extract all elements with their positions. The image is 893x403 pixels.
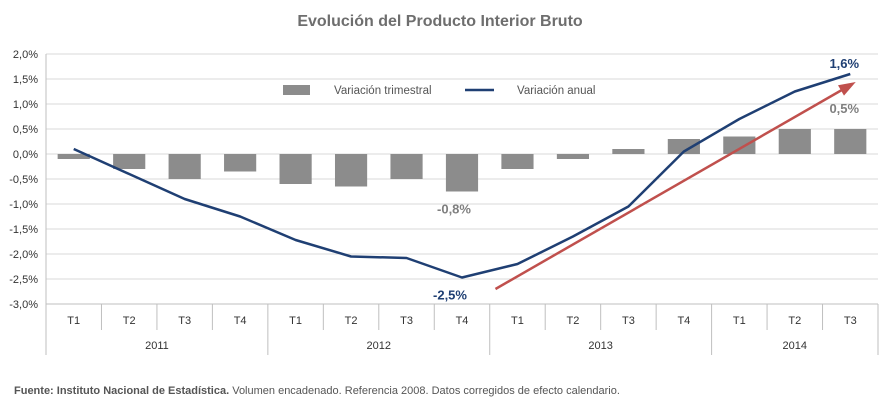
quarter-label: T4	[234, 315, 247, 327]
year-label: 2011	[145, 340, 169, 352]
quarter-label: T2	[788, 315, 801, 327]
x-axis: T1 T2 T3 T4 T1 T2 T3 T4 T1 T2 T3 T4 T1 T2 T3 2011 2012 20…	[45, 54, 879, 355]
quarter-label: T2	[567, 315, 580, 327]
y-tick-label: 0,5%	[13, 124, 38, 136]
bar	[57, 154, 90, 159]
quarter-label: T4	[677, 315, 690, 327]
quarter-label: T1	[67, 315, 80, 327]
annual-line	[73, 72, 851, 279]
legend: Variación trimestral Variación anual	[283, 85, 595, 97]
bar	[168, 154, 201, 179]
bar	[279, 154, 312, 184]
bar	[445, 154, 479, 192]
quarter-label: T2	[123, 315, 136, 327]
annotations: 1,6% 0,5% -0,8% -2,5%	[433, 56, 860, 303]
quarter-label: T1	[511, 315, 524, 327]
trend-arrow-head	[838, 82, 856, 96]
gdp-chart: Evolución del Producto Interior Bruto 2,…	[9, 13, 879, 355]
quarter-label: T3	[844, 315, 857, 327]
quarter-label: T3	[622, 315, 635, 327]
bar	[834, 129, 867, 154]
quarter-label: T1	[733, 315, 746, 327]
y-tick-label: 0,0%	[13, 149, 38, 161]
bar	[778, 129, 811, 154]
bar	[224, 154, 257, 172]
trend-arrow	[494, 82, 856, 291]
bar	[390, 154, 423, 179]
bar	[612, 149, 645, 154]
bars	[57, 129, 867, 192]
y-tick-label: -1,5%	[9, 224, 38, 236]
quarter-label: T3	[178, 315, 191, 327]
source-text: Volumen encadenado. Referencia 2008. Dat…	[229, 385, 620, 397]
annotation-label: 0,5%	[829, 101, 859, 116]
year-label: 2013	[588, 340, 612, 352]
y-tick-label: 1,5%	[13, 74, 38, 86]
year-label: 2012	[367, 340, 391, 352]
y-tick-label: -2,0%	[9, 249, 38, 261]
quarter-label: T2	[345, 315, 358, 327]
y-tick-label: -2,5%	[9, 274, 38, 286]
bar	[556, 154, 590, 159]
bar	[723, 136, 756, 154]
year-label: 2014	[783, 340, 807, 352]
chart-title: Evolución del Producto Interior Bruto	[297, 13, 583, 30]
legend-bar-label: Variación trimestral	[334, 85, 432, 97]
quarter-label: T1	[289, 315, 302, 327]
annotation-label: 1,6%	[829, 56, 859, 71]
bar	[113, 154, 146, 169]
source-label: Fuente: Instituto Nacional de Estadístic…	[14, 385, 230, 397]
bar	[501, 154, 534, 169]
y-tick-label: -3,0%	[9, 299, 38, 311]
bar	[667, 139, 700, 154]
annual-line-path	[73, 72, 851, 279]
quarter-label: T4	[456, 315, 469, 327]
y-tick-label: -1,0%	[9, 199, 38, 211]
bar	[334, 154, 368, 187]
legend-line-label: Variación anual	[517, 85, 595, 97]
y-tick-label: 2,0%	[13, 49, 38, 61]
trend-arrow-line	[494, 82, 853, 291]
quarter-label: T3	[400, 315, 413, 327]
y-axis-ticks: 2,0% 1,5% 1,0% 0,5% 0,0% -0,5% -1,0% -1,5% -2,0%…	[9, 49, 38, 311]
y-tick-label: 1,0%	[13, 99, 38, 111]
y-tick-label: -0,5%	[9, 174, 38, 186]
legend-bar-swatch	[283, 85, 310, 95]
source-note: Fuente: Instituto Nacional de Estadístic…	[14, 385, 620, 397]
annotation-label: -0,8%	[437, 202, 471, 217]
annotation-label: -2,5%	[433, 288, 467, 303]
